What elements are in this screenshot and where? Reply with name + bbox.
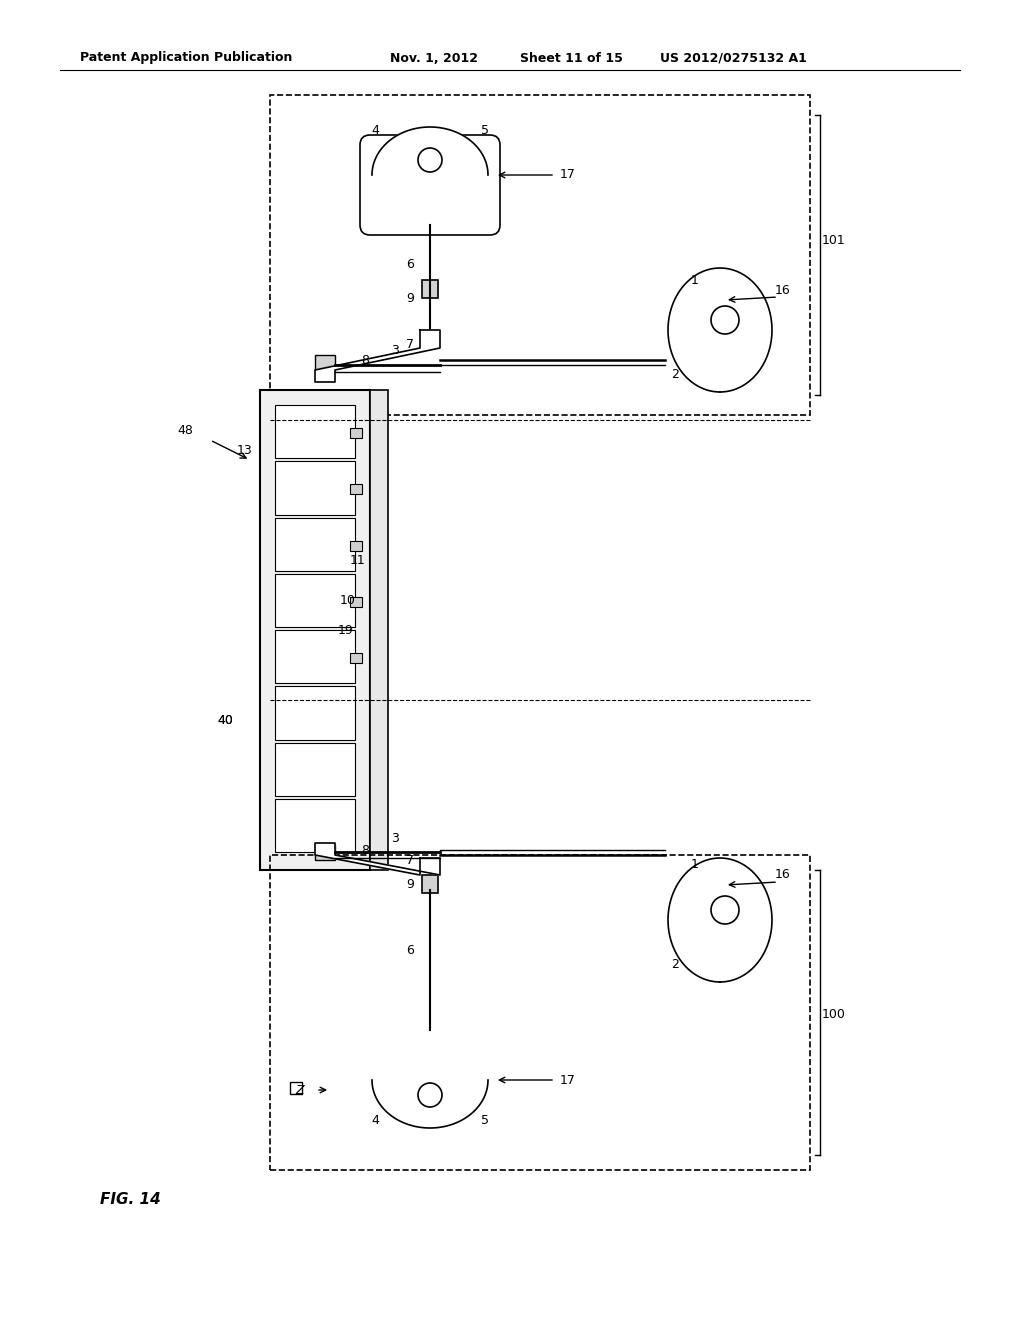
Bar [350,653,362,663]
Bar [275,405,355,458]
Text: Nov. 1, 2012: Nov. 1, 2012 [390,51,478,65]
Bar [275,574,355,627]
Polygon shape [668,268,772,392]
Polygon shape [668,858,772,982]
Bar [275,742,355,796]
Text: 2: 2 [671,958,679,972]
Text: 9: 9 [407,879,414,891]
Bar [275,799,355,851]
Bar [275,630,355,684]
Bar [422,280,438,298]
Text: 1: 1 [691,858,699,871]
Bar [370,389,388,870]
Text: 3: 3 [391,832,399,845]
Text: 8: 8 [361,354,369,367]
Text: 2: 2 [671,368,679,381]
Text: 8: 8 [361,843,369,857]
Text: 6: 6 [407,944,414,957]
Text: 17: 17 [560,1073,575,1086]
Bar [270,95,810,414]
Bar [275,461,355,515]
Text: 40: 40 [217,714,232,726]
Text: 101: 101 [822,234,846,247]
Text: 4: 4 [371,124,379,136]
Polygon shape [372,127,488,176]
Bar [275,686,355,739]
Text: 16: 16 [775,869,791,882]
Bar [275,517,355,570]
Bar [270,855,810,1170]
Text: FIG. 14: FIG. 14 [100,1192,161,1208]
Text: 13: 13 [238,444,253,457]
Text: 5: 5 [481,124,489,136]
Text: 16: 16 [775,284,791,297]
Text: 4: 4 [371,1114,379,1126]
Polygon shape [372,1080,488,1129]
Text: 17: 17 [560,169,575,181]
Text: 11: 11 [350,553,366,566]
Text: Z: Z [296,1084,304,1097]
Bar [260,389,370,870]
Text: 100: 100 [822,1008,846,1022]
Text: 3: 3 [391,343,399,356]
Text: 48: 48 [177,424,193,437]
Text: 7: 7 [406,338,414,351]
Bar [350,541,362,550]
Text: 40: 40 [217,714,232,726]
Text: Patent Application Publication: Patent Application Publication [80,51,293,65]
Bar [350,428,362,438]
Text: 7: 7 [406,854,414,866]
Text: 10: 10 [340,594,356,606]
Bar [350,597,362,607]
Text: Sheet 11 of 15: Sheet 11 of 15 [520,51,623,65]
Bar [315,845,335,861]
Text: US 2012/0275132 A1: US 2012/0275132 A1 [660,51,807,65]
Text: 5: 5 [481,1114,489,1126]
Text: 9: 9 [407,292,414,305]
Bar [315,355,335,370]
Text: 19: 19 [338,623,353,636]
Polygon shape [315,330,440,381]
Bar [422,875,438,894]
Bar [350,484,362,495]
Text: 1: 1 [691,273,699,286]
Text: 6: 6 [407,259,414,272]
Polygon shape [315,843,440,875]
FancyBboxPatch shape [360,135,500,235]
Bar [290,1082,302,1094]
